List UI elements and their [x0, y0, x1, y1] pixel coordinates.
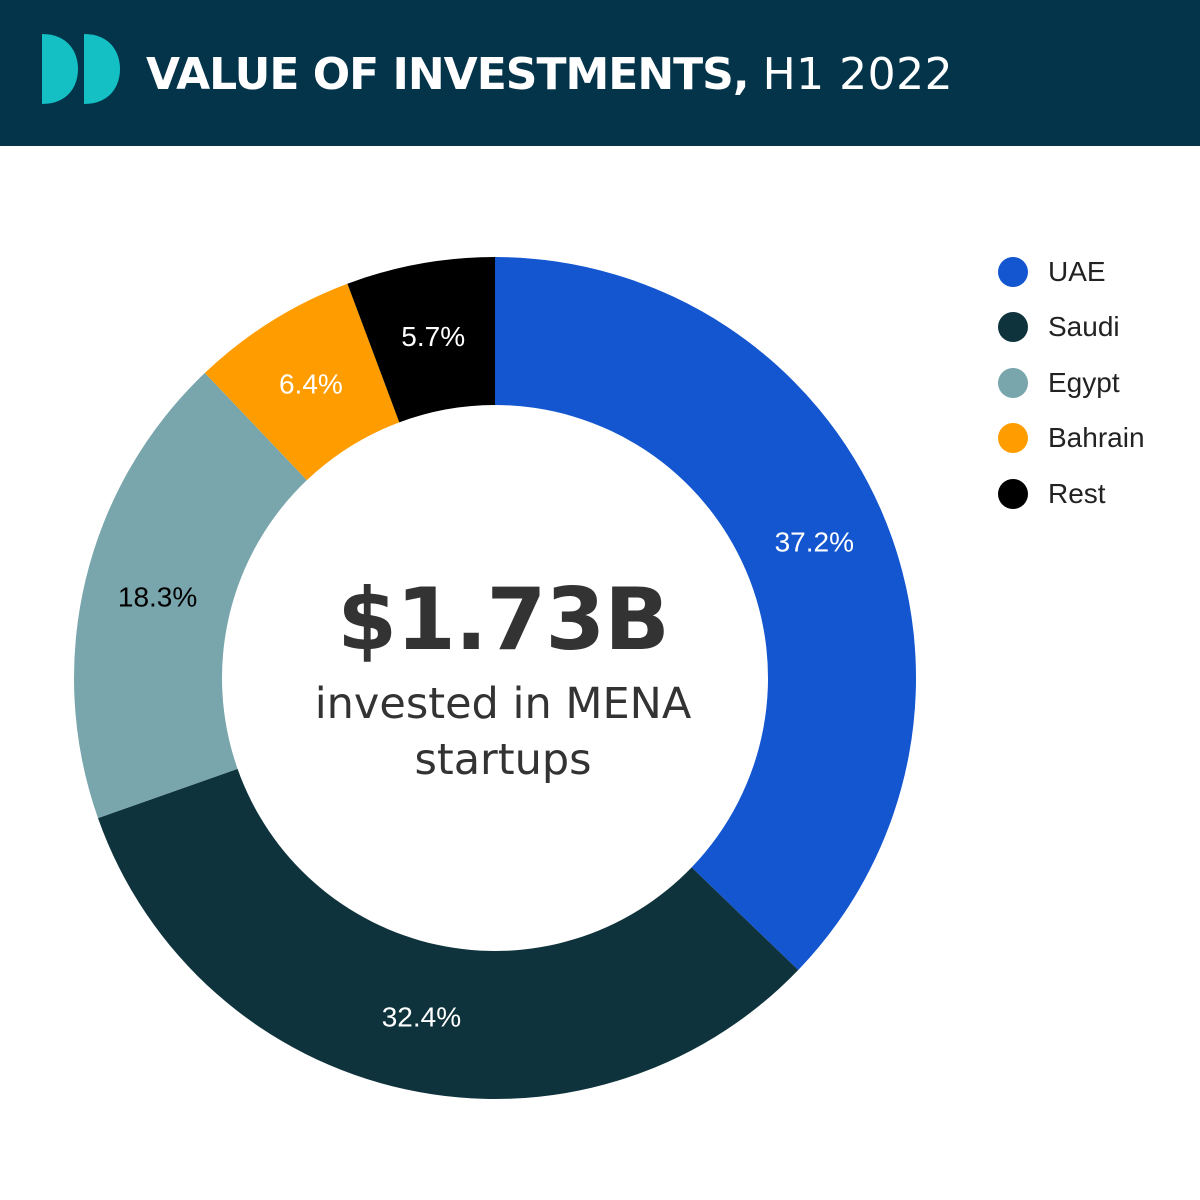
slice-uae	[495, 257, 917, 971]
legend-item-uae: UAE	[998, 244, 1145, 300]
legend-swatch	[998, 423, 1028, 454]
center-caption: invested in MENA startups	[314, 679, 692, 785]
legend-swatch	[998, 367, 1028, 398]
legend-item-bahrain: Bahrain	[998, 411, 1145, 467]
legend-label: Saudi	[1048, 311, 1120, 343]
legend-swatch	[998, 256, 1028, 287]
legend-label: Rest	[1048, 477, 1106, 509]
center-summary: $1.73B invested in MENA startups	[260, 568, 746, 788]
legend-item-egypt: Egypt	[998, 355, 1145, 411]
slice-bahrain	[204, 283, 400, 481]
slice-saudi	[98, 768, 799, 1099]
data-label-saudi: 32.4%	[382, 1002, 461, 1033]
legend-label: UAE	[1048, 255, 1106, 287]
header-bar: VALUE OF INVESTMENTS, H1 2022	[0, 0, 1200, 146]
logo-icon	[42, 34, 120, 104]
data-label-rest: 5.7%	[401, 321, 465, 352]
data-label-egypt: 18.3%	[118, 581, 197, 612]
slice-rest	[347, 257, 495, 423]
slice-egypt	[74, 372, 307, 819]
data-label-bahrain: 6.4%	[279, 368, 343, 399]
legend-label: Bahrain	[1048, 422, 1145, 454]
center-total-value: $1.73B	[337, 570, 670, 670]
legend-label: Egypt	[1048, 366, 1120, 398]
title-period: H1 2022	[762, 49, 954, 100]
chart-legend: UAE Saudi Egypt Bahrain Rest	[998, 244, 1145, 522]
data-label-uae: 37.2%	[775, 527, 854, 558]
page-title: VALUE OF INVESTMENTS, H1 2022	[146, 40, 953, 110]
legend-swatch	[998, 478, 1028, 509]
legend-item-saudi: Saudi	[998, 300, 1145, 356]
title-main: VALUE OF INVESTMENTS,	[146, 49, 750, 100]
legend-item-rest: Rest	[998, 466, 1145, 522]
legend-swatch	[998, 312, 1028, 343]
